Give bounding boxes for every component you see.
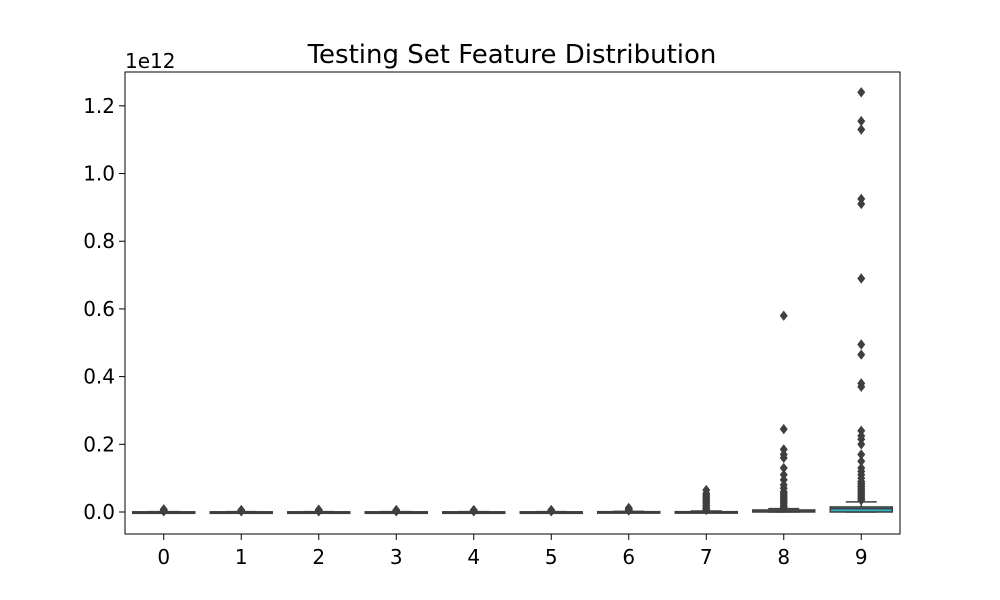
x-tick-label: 0 [157, 545, 170, 569]
y-tick-label: 0.4 [83, 365, 115, 389]
x-tick-label: 3 [390, 545, 403, 569]
x-tick-label: 7 [700, 545, 713, 569]
outlier-point [857, 378, 866, 389]
x-tick-label: 9 [855, 545, 868, 569]
outlier-point [779, 310, 788, 321]
x-tick-label: 6 [622, 545, 635, 569]
box-9 [829, 506, 893, 513]
outlier-point [314, 504, 323, 515]
outlier-point [779, 462, 788, 474]
outlier-point [857, 115, 866, 127]
outlier-point [857, 87, 866, 98]
x-tick-label: 2 [312, 545, 325, 569]
outlier-point [857, 349, 866, 360]
outlier-point [779, 423, 788, 435]
outlier-point [779, 444, 788, 455]
outlier-point [857, 449, 866, 460]
x-tick-label: 4 [467, 545, 480, 569]
outlier-point [857, 124, 866, 135]
outlier-point [159, 504, 168, 515]
y-tick-label: 0.6 [83, 297, 115, 321]
y-tick-label: 0.8 [83, 229, 115, 253]
outlier-point [237, 504, 246, 516]
x-tick-label: 8 [777, 545, 790, 569]
outlier-point [469, 504, 478, 516]
plot-area: 0.0 0.2 0.4 0.6 0.8 1.0 1.2 0 1 2 3 4 5 6 7 8 9 [83, 87, 893, 569]
outlier-point [702, 484, 711, 496]
y-tick-label: 1.0 [83, 162, 115, 186]
chart-title: Testing Set Feature Distribution [307, 40, 717, 70]
y-tick-label: 0.2 [83, 432, 115, 456]
outlier-point [857, 193, 866, 205]
outlier-point [857, 273, 866, 284]
x-tick-label: 1 [235, 545, 248, 569]
outlier-point [857, 425, 866, 436]
y-tick-label: 1.2 [83, 94, 115, 118]
outlier-point [857, 462, 866, 474]
outlier-point [392, 504, 401, 516]
outlier-point [547, 504, 556, 516]
plot-frame [124, 71, 901, 535]
outlier-point [624, 502, 633, 514]
outlier-point [857, 339, 866, 350]
outlier-point [779, 469, 788, 480]
x-tick-label: 5 [545, 545, 558, 569]
outlier-point [857, 456, 866, 467]
y-tick-label: 0.0 [83, 500, 115, 524]
y-axis-offset-label: 1e12 [125, 49, 175, 73]
